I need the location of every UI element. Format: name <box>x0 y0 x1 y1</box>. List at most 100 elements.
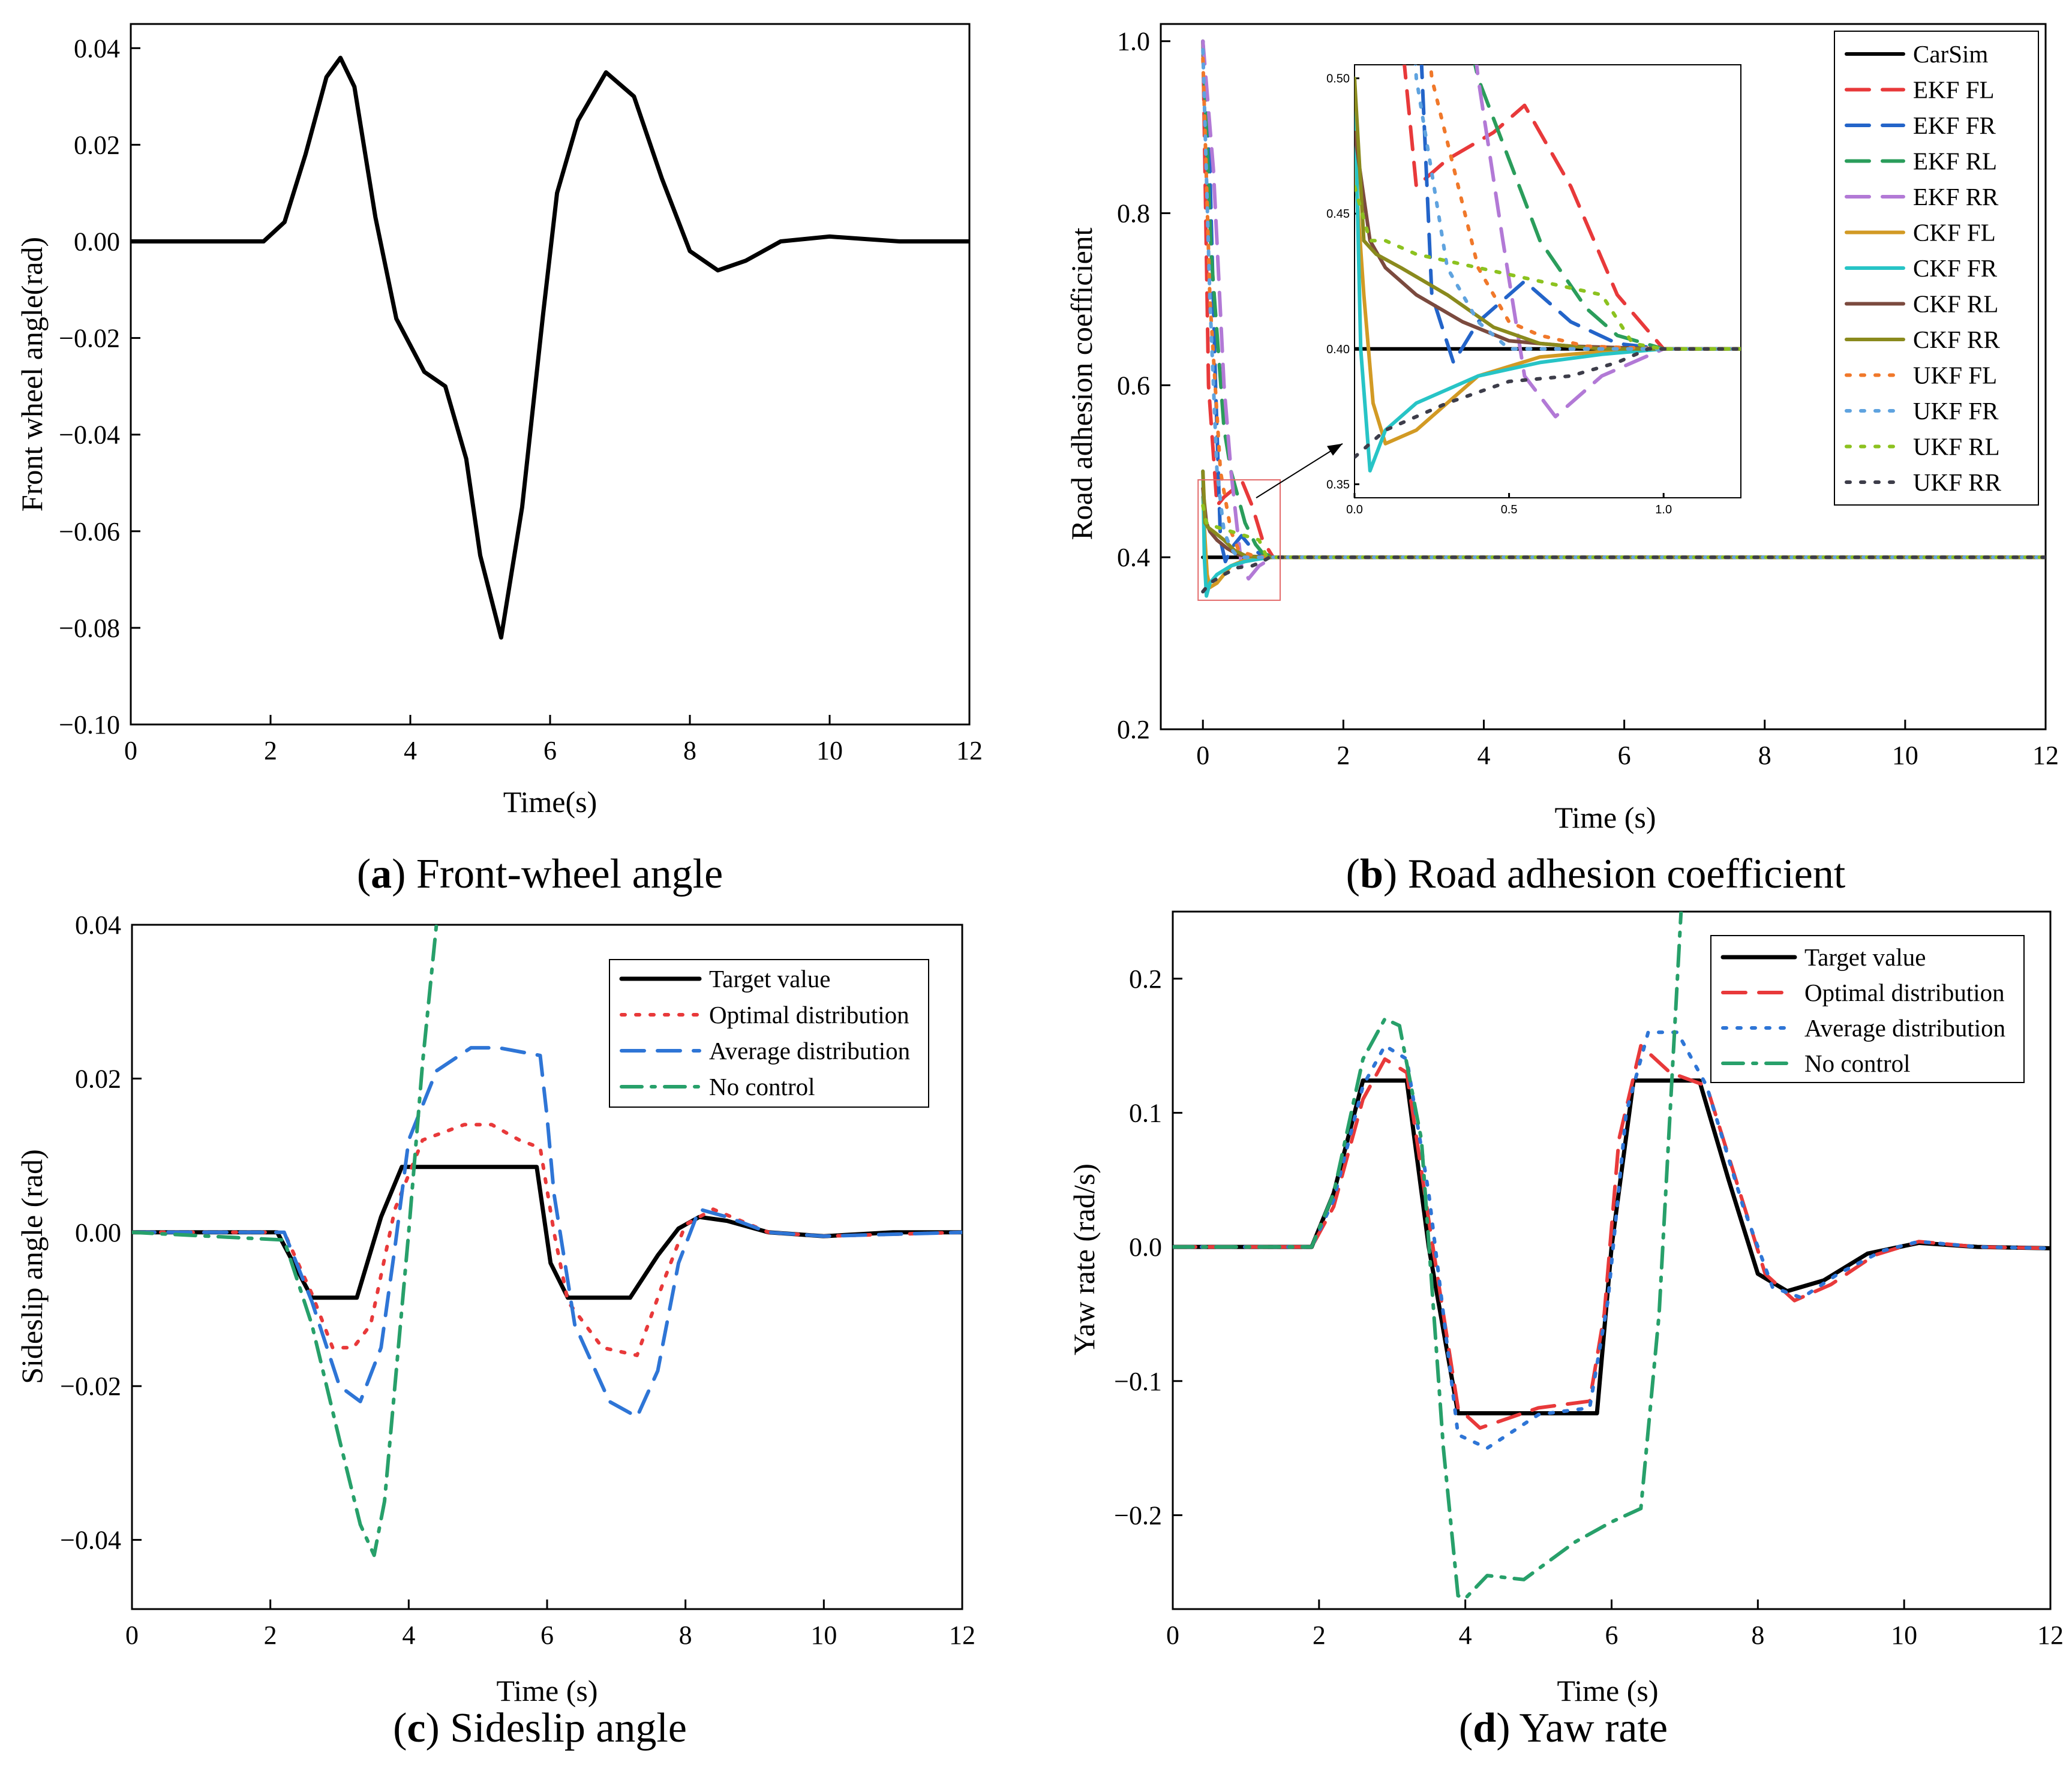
inset-x-tick-label: 1.0 <box>1655 503 1672 516</box>
y-tick-label: −0.2 <box>1114 1501 1162 1530</box>
plot-frame <box>130 23 971 726</box>
legend-label: No control <box>1804 1050 1911 1077</box>
y-tick-label: 0.0 <box>1129 1232 1162 1262</box>
legend-label: CarSim <box>1913 40 1988 68</box>
panel-a-front-wheel-angle: 0 2 4 6 8 10 12 0.04 0.02 0.00 −0.02 −0.04 −0.06 −0.0… <box>15 23 983 897</box>
series-line-optimal-distribution <box>1173 1044 2050 1430</box>
y-tick-label: 0.02 <box>75 1064 121 1093</box>
legend-label: UKF FL <box>1913 362 1997 389</box>
series-line-average-distribution <box>132 1046 962 1419</box>
y-tick-label: 1.0 <box>1117 27 1150 56</box>
inset-y-tick-label: 0.50 <box>1326 73 1350 86</box>
series-line-optimal-distribution <box>132 1123 962 1357</box>
legend-label: Target value <box>1804 943 1926 971</box>
legend-label: Target value <box>709 965 830 993</box>
series-line-average-distribution <box>1173 1030 2050 1450</box>
zoom-arrow-head <box>1327 443 1343 456</box>
series-group <box>132 925 962 1558</box>
y-tick-label: 0.6 <box>1117 371 1150 400</box>
legend-label: Average distribution <box>709 1037 910 1065</box>
y-tick-label: −0.02 <box>60 1372 121 1401</box>
series-line-ekf-rr <box>1201 39 2046 581</box>
caption-letter: d <box>1473 1705 1496 1751</box>
y-tick-label: −0.10 <box>59 710 120 739</box>
y-tick-label: 0.04 <box>74 34 120 63</box>
legend-label: Optimal distribution <box>709 1001 909 1029</box>
inset-y-tick-label: 0.35 <box>1326 478 1350 491</box>
legend-label: Optimal distribution <box>1804 979 2005 1006</box>
y-tick-label: 0.4 <box>1117 543 1150 572</box>
series-line-ukf-fr <box>1201 48 2046 560</box>
x-tick-label: 10 <box>816 736 843 765</box>
y-tick-label: −0.02 <box>59 324 120 353</box>
x-tick-label: 2 <box>1337 741 1350 770</box>
y-tick-label: 0.00 <box>75 1218 121 1247</box>
caption-paren: ( <box>393 1705 407 1751</box>
x-tick-label: 4 <box>402 1620 415 1650</box>
legend-label: Average distribution <box>1804 1014 2005 1042</box>
legend-label: CKF FR <box>1913 254 1998 282</box>
caption-text: ) Front-wheel angle <box>392 851 723 897</box>
x-tick-label: 0 <box>124 736 137 765</box>
legend-label: UKF RL <box>1913 433 2000 461</box>
inset-x-tick-label: 0.0 <box>1346 503 1363 516</box>
y-tick-label: 0.02 <box>74 130 120 160</box>
caption-paren: ( <box>1459 1705 1473 1751</box>
x-tick-label: 4 <box>1477 741 1490 770</box>
series-line-ekf-fl <box>1201 39 2046 560</box>
x-tick-label: 6 <box>540 1620 554 1650</box>
y-tick-label: 0.2 <box>1129 964 1162 994</box>
x-tick-label: 10 <box>1891 1620 1917 1650</box>
x-axis-label: Time (s) <box>496 1674 597 1707</box>
inset-line <box>1355 185 1741 351</box>
x-tick-label: 12 <box>2037 1620 2064 1650</box>
inset-line <box>1355 347 1741 459</box>
x-tick-label: 4 <box>404 736 417 765</box>
x-tick-label: 0 <box>1196 741 1209 770</box>
series-group <box>1201 39 2046 598</box>
legend-box <box>609 959 929 1108</box>
x-tick-label: 10 <box>1892 741 1918 770</box>
inset-y-tick-label: 0.40 <box>1326 343 1350 356</box>
x-tick-label: 0 <box>1166 1620 1179 1650</box>
legend-box <box>1710 935 2025 1083</box>
caption-letter: b <box>1360 851 1383 897</box>
y-tick-label: −0.1 <box>1114 1367 1162 1396</box>
x-tick-label: 6 <box>1605 1620 1618 1650</box>
x-tick-label: 4 <box>1459 1620 1472 1650</box>
x-tick-label: 12 <box>2032 741 2059 770</box>
y-tick-label: −0.04 <box>60 1526 121 1555</box>
x-tick-label: 2 <box>1313 1620 1326 1650</box>
x-tick-label: 12 <box>956 736 983 765</box>
legend-label: UKF FR <box>1913 397 1999 425</box>
x-tick-label: 8 <box>683 736 696 765</box>
y-axis-label: Sideslip angle (rad) <box>15 1149 49 1384</box>
inset-line <box>1428 65 1741 351</box>
legend-label: CKF FL <box>1913 219 1996 246</box>
x-tick-label: 8 <box>679 1620 692 1650</box>
inset-line <box>1475 65 1741 419</box>
zoom-rect <box>1197 479 1281 601</box>
y-tick-label: 0.2 <box>1117 715 1150 744</box>
y-tick-label: −0.08 <box>59 614 120 643</box>
legend-label: CKF RR <box>1913 326 2000 353</box>
x-tick-label: 10 <box>810 1620 837 1650</box>
series-line-ukf-rl <box>1201 504 2046 560</box>
inset-y-tick-label: 0.45 <box>1326 208 1350 221</box>
panel-b-road-adhesion: 0 2 4 6 8 10 12 0.2 0.4 0.6 0.8 1.0 Time (s) Road adh… <box>1065 23 2059 897</box>
y-tick-label: 0.8 <box>1117 199 1150 228</box>
x-axis-label: Time(s) <box>503 785 597 819</box>
series-line-ckf-fl <box>1201 495 2046 590</box>
inset-line <box>1403 65 1741 351</box>
legend-label: EKF FL <box>1913 76 1995 104</box>
inset-x-tick-label: 0.5 <box>1501 503 1518 516</box>
caption-letter: a <box>371 851 392 897</box>
inset-line <box>1355 76 1741 473</box>
panel-caption: (d) Yaw rate <box>1459 1705 1668 1751</box>
y-tick-label: 0.00 <box>74 227 120 256</box>
legend-label: CKF RL <box>1913 290 1998 318</box>
inset-series <box>1355 65 1741 473</box>
panel-caption: (b) Road adhesion coefficient <box>1346 851 1846 897</box>
legend-label: EKF RR <box>1913 183 1999 211</box>
caption-text: ) Yaw rate <box>1496 1705 1668 1751</box>
